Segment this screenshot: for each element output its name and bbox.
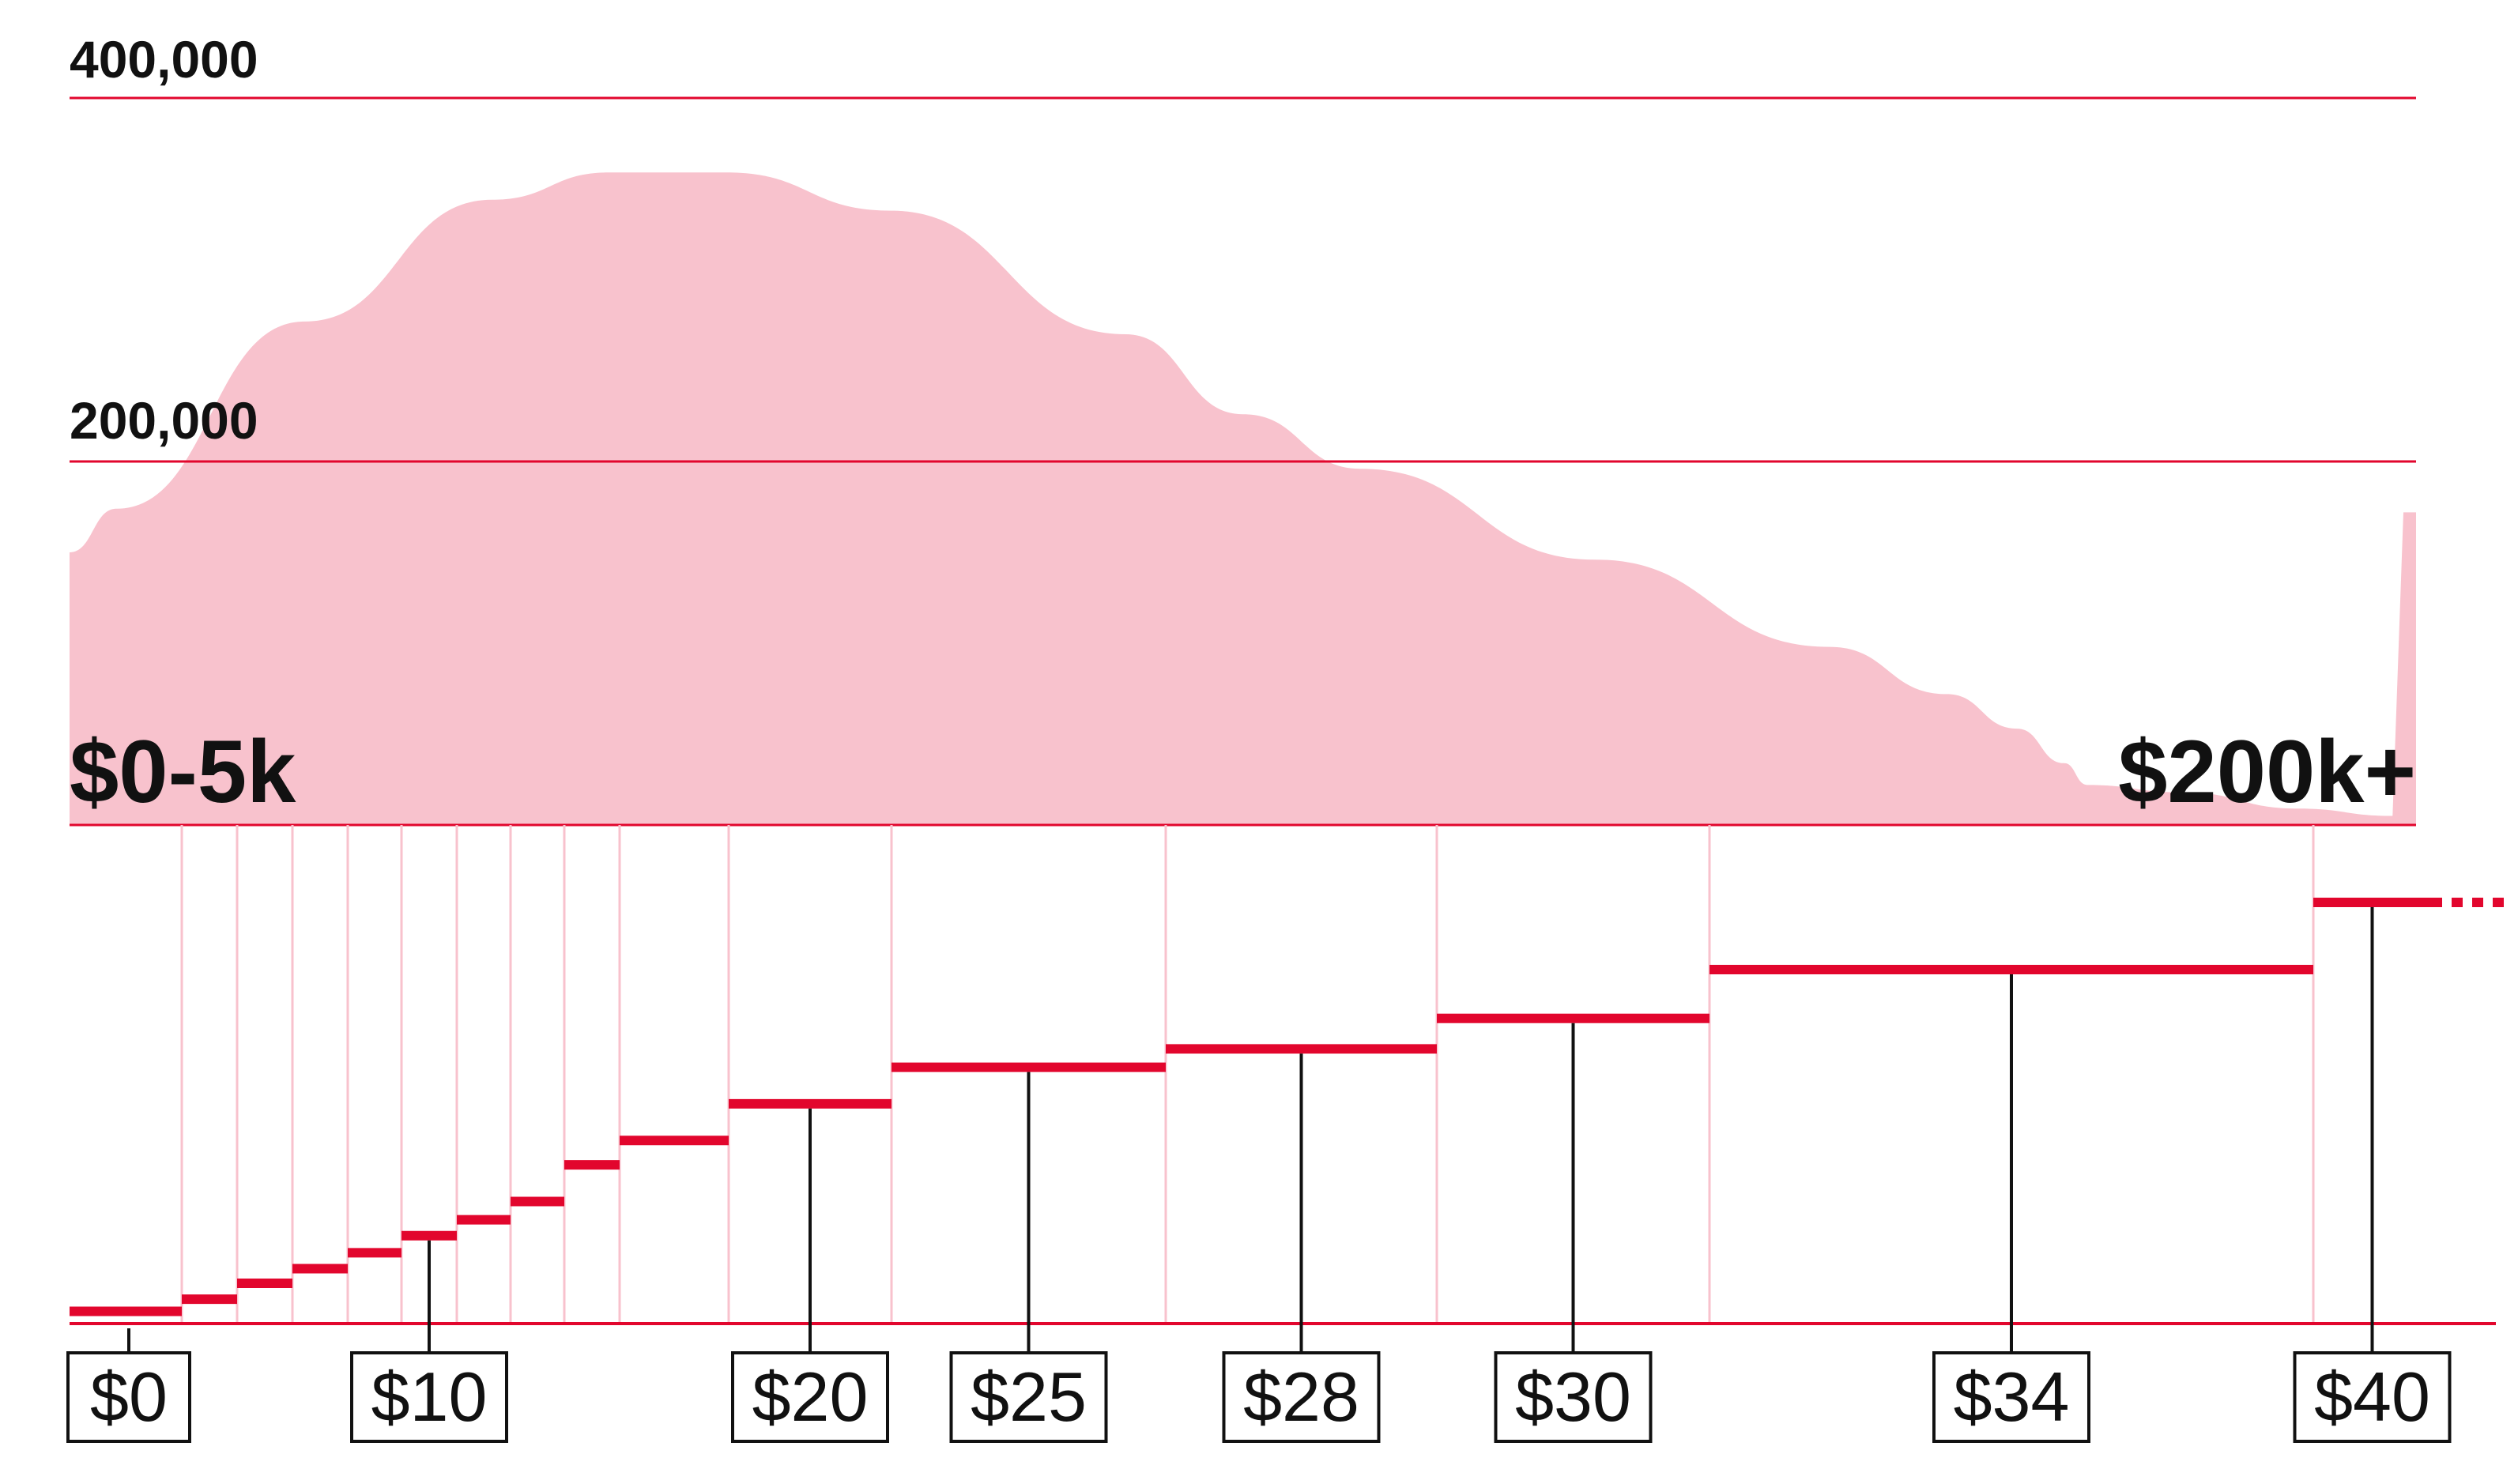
bracket-dividers xyxy=(180,825,2315,1324)
callout-label: $34 xyxy=(1954,1358,2070,1436)
callout: $0 xyxy=(66,1328,191,1443)
callout: $25 xyxy=(949,1072,1108,1443)
callout-group: $0 $10 $20 $25 $28 $30 $34 $40 xyxy=(66,907,2452,1443)
callout-box xyxy=(949,1351,1108,1443)
callout-box xyxy=(1222,1351,1381,1443)
callout: $20 xyxy=(731,1108,889,1443)
callout-box xyxy=(731,1351,889,1443)
callout-box xyxy=(350,1351,508,1443)
callout-box xyxy=(2293,1351,2452,1443)
callout: $30 xyxy=(1494,1023,1653,1443)
callout-label: $30 xyxy=(1515,1358,1631,1436)
range-label-end: $200k+ xyxy=(2118,722,2416,821)
callout-label: $0 xyxy=(90,1358,168,1436)
callout-label: $40 xyxy=(2314,1358,2430,1436)
callout: $34 xyxy=(1932,974,2090,1443)
callout-label: $25 xyxy=(971,1358,1087,1436)
callout: $28 xyxy=(1222,1053,1381,1443)
callout: $10 xyxy=(350,1240,508,1443)
callout-box xyxy=(1494,1351,1653,1443)
callout-box xyxy=(66,1351,191,1443)
step-series xyxy=(70,898,2504,1316)
callout: $40 xyxy=(2293,907,2452,1443)
callout-label: $20 xyxy=(752,1358,869,1436)
callout-label: $28 xyxy=(1243,1358,1359,1436)
y-tick-label-400000: 400,000 xyxy=(70,30,258,89)
distribution-area xyxy=(70,172,2416,826)
callout-box xyxy=(1932,1351,2090,1443)
callout-label: $10 xyxy=(371,1358,488,1436)
y-tick-label-200000: 200,000 xyxy=(70,391,258,450)
range-label-start: $0-5k xyxy=(70,722,296,821)
